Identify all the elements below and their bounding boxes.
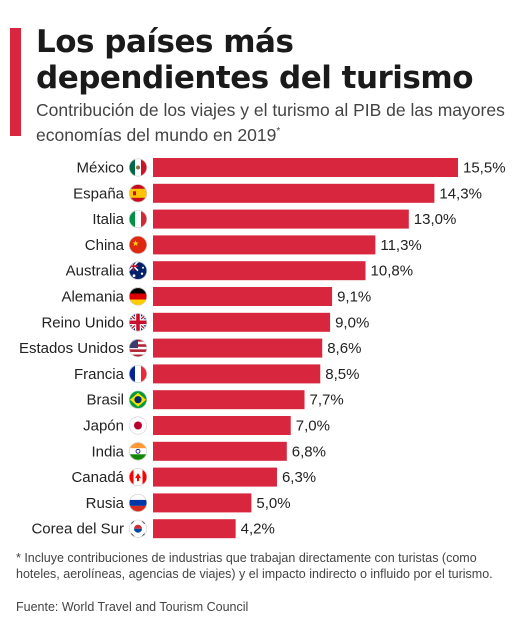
russia-flag-icon <box>129 493 148 512</box>
category-label: Alemania <box>61 289 124 306</box>
category-label: Reino Unido <box>41 314 124 331</box>
bar <box>153 416 291 435</box>
category-label: Japón <box>83 418 124 435</box>
value-label: 8,5% <box>325 366 359 383</box>
bar-row: Brasil 7,7% <box>86 390 344 410</box>
chart-title: Los países más dependientes del turismo <box>36 24 474 96</box>
value-label: 7,7% <box>310 392 344 409</box>
bar <box>153 235 376 255</box>
bar <box>153 261 366 281</box>
bar <box>153 467 277 487</box>
value-label: 5,0% <box>256 495 290 512</box>
svg-text:★: ★ <box>132 239 139 248</box>
bar-chart: México 15,5% España 14,3% Italia 13,0% China ★ 1… <box>19 158 506 539</box>
bar <box>153 158 458 177</box>
bar-row: Alemania 9,1% <box>61 287 371 306</box>
spain-flag-icon <box>129 184 148 203</box>
category-label: Rusia <box>86 495 125 512</box>
source-note: Fuente: World Travel and Tourism Council <box>16 600 249 614</box>
category-label: Corea del Sur <box>31 521 124 538</box>
bar-row: España 14,3% <box>73 183 482 203</box>
bar-row: China ★ 11,3% <box>85 235 422 255</box>
bar <box>153 312 331 332</box>
category-label: Australia <box>66 263 125 280</box>
bar-row: México 15,5% <box>76 158 506 177</box>
category-label: Francia <box>74 366 125 383</box>
value-label: 11,3% <box>380 237 421 254</box>
bar-row: Estados Unidos 8,6% <box>19 338 361 358</box>
bar <box>153 338 323 358</box>
canada-flag-icon <box>129 468 148 487</box>
bar-row: Canadá 6,3% <box>71 467 316 487</box>
value-label: 14,3% <box>439 185 482 202</box>
category-label: Italia <box>92 211 124 228</box>
value-label: 7,0% <box>296 418 330 435</box>
australia-flag-icon <box>129 261 148 280</box>
bar-row: Italia 13,0% <box>92 209 457 229</box>
value-label: 6,8% <box>292 443 326 460</box>
category-label: Canadá <box>71 469 124 486</box>
bar <box>153 287 333 306</box>
category-label: India <box>91 443 124 460</box>
bar <box>153 519 236 539</box>
uk-flag-icon <box>129 313 148 332</box>
value-label: 6,3% <box>282 469 316 486</box>
bar-row: Francia 8,5% <box>74 364 359 384</box>
bar-row: Rusia 5,0% <box>86 493 291 513</box>
bar-row: Australia 10,8% <box>66 261 414 281</box>
value-label: 4,2% <box>241 521 275 538</box>
category-label: España <box>73 185 125 202</box>
bar-row: India 6,8% <box>91 441 326 461</box>
value-label: 9,0% <box>335 314 369 331</box>
france-flag-icon <box>129 364 148 383</box>
south-korea-flag-icon <box>129 519 148 538</box>
category-label: China <box>85 237 125 254</box>
mexico-flag-icon <box>129 158 148 177</box>
bar-row: Japón 7,0% <box>83 416 330 435</box>
category-label: Brasil <box>86 392 124 409</box>
value-label: 15,5% <box>463 160 506 177</box>
bar <box>153 364 321 384</box>
china-flag-icon: ★ <box>129 235 148 254</box>
brazil-flag-icon <box>129 390 148 409</box>
accent-bar <box>10 28 21 136</box>
usa-flag-icon <box>129 339 148 358</box>
category-label: Estados Unidos <box>19 340 124 357</box>
value-label: 13,0% <box>414 211 457 228</box>
bar <box>153 209 409 229</box>
bar <box>153 493 252 513</box>
value-label: 9,1% <box>337 289 371 306</box>
bar-row: Reino Unido 9,0% <box>41 312 369 332</box>
value-label: 10,8% <box>371 263 414 280</box>
bar <box>153 183 435 203</box>
japan-flag-icon <box>129 416 148 435</box>
subtitle-footnote-mark: * <box>276 126 281 137</box>
chart-subtitle: Contribución de los viajes y el turismo … <box>36 100 516 146</box>
chart-subtitle-text: Contribución de los viajes y el turismo … <box>36 100 505 145</box>
value-label: 8,6% <box>327 340 361 357</box>
india-flag-icon <box>129 442 148 461</box>
bar-row: Corea del Sur 4,2% <box>31 519 275 539</box>
bar <box>153 441 287 461</box>
italy-flag-icon <box>129 210 148 229</box>
category-label: México <box>76 160 124 177</box>
germany-flag-icon <box>129 287 148 306</box>
bar <box>153 390 305 410</box>
footnote: * Incluye contribuciones de industrias q… <box>16 551 493 581</box>
